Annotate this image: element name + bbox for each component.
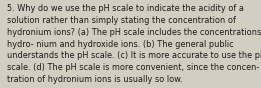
Text: 5. Why do we use the pH scale to indicate the acidity of a: 5. Why do we use the pH scale to indicat… [7, 4, 244, 13]
Text: understands the pH scale. (c) It is more accurate to use the pH: understands the pH scale. (c) It is more… [7, 51, 261, 60]
Text: solution rather than simply stating the concentration of: solution rather than simply stating the … [7, 16, 235, 25]
Text: hydro- nium and hydroxide ions. (b) The general public: hydro- nium and hydroxide ions. (b) The … [7, 40, 233, 49]
Text: scale. (d) The pH scale is more convenient, since the concen-: scale. (d) The pH scale is more convenie… [7, 63, 259, 72]
Text: tration of hydronium ions is usually so low.: tration of hydronium ions is usually so … [7, 75, 182, 84]
Text: hydronium ions? (a) The pH scale includes the concentrations of: hydronium ions? (a) The pH scale include… [7, 28, 261, 37]
